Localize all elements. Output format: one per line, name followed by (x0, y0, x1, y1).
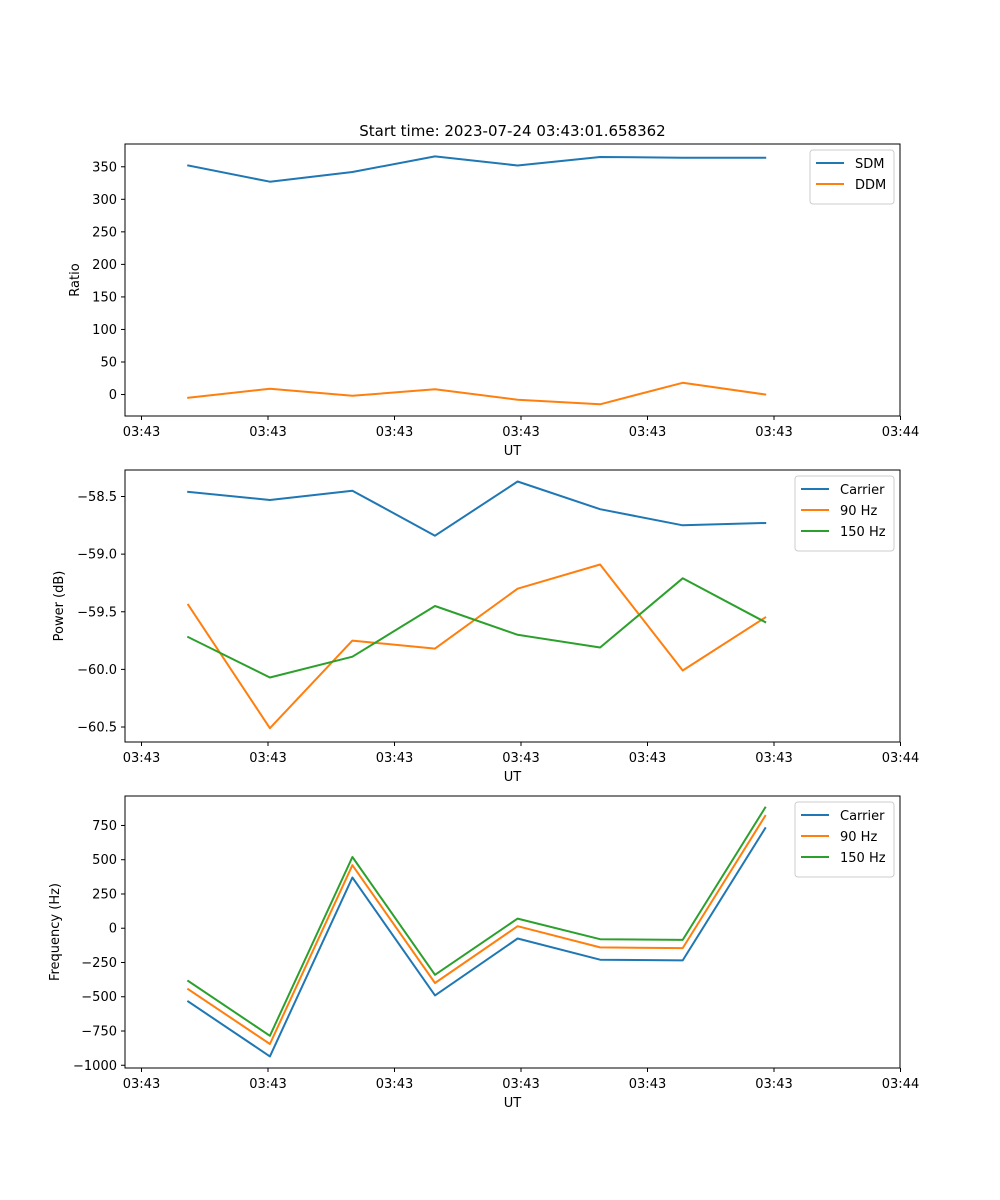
y-tick-label: 150 (92, 290, 117, 305)
x-tick-label: 03:43 (123, 425, 160, 440)
legend-label: 150 Hz (840, 525, 886, 540)
y-tick-label: −250 (81, 956, 117, 971)
legend-label: 90 Hz (840, 504, 877, 519)
x-tick-label: 03:43 (502, 751, 539, 766)
y-tick-label: −60.0 (77, 663, 117, 678)
y-tick-label: 200 (92, 258, 117, 273)
y-tick-label: −58.5 (77, 490, 117, 505)
y-tick-label: 250 (92, 225, 117, 240)
x-tick-label: 03:43 (249, 751, 286, 766)
legend-label: Carrier (840, 809, 885, 824)
x-tick-label: 03:43 (123, 1077, 160, 1092)
legend-label: 150 Hz (840, 851, 886, 866)
legend-box (794, 801, 895, 878)
y-tick-label: −1000 (73, 1059, 117, 1074)
y-tick-label: −60.5 (77, 721, 117, 736)
x-tick-label: 03:43 (123, 751, 160, 766)
x-tick-label: 03:43 (755, 425, 792, 440)
y-tick-label: 50 (100, 355, 117, 370)
series-line-90-hz (186, 563, 767, 730)
y-tick-label: 100 (92, 323, 117, 338)
x-tick-label: 03:43 (502, 1077, 539, 1092)
y-tick-label: 0 (109, 922, 117, 937)
legend-label: Carrier (840, 483, 885, 498)
panel-3: 03:43 03:43 03:43 03:43 03:43 03:43 03:44 −1000… (48, 795, 919, 1111)
x-tick-label: 03:43 (502, 425, 539, 440)
y-tick-label: 300 (92, 193, 117, 208)
y-tick-label: 350 (92, 160, 117, 175)
x-axis-label: UT (504, 444, 522, 459)
x-tick-label: 03:43 (249, 425, 286, 440)
y-tick-label: −59.0 (77, 548, 117, 563)
legend: SDM DDM (809, 149, 895, 205)
x-tick-label: 03:44 (882, 751, 919, 766)
y-tick-label: −500 (81, 990, 117, 1005)
panel-1: 03:43 03:43 03:43 03:43 03:43 03:43 03:44 0 50 10… (68, 143, 919, 459)
axes-frame (124, 469, 901, 743)
axes-frame (124, 795, 901, 1069)
series-line-sdm (187, 155, 767, 183)
legend-label: 90 Hz (840, 830, 877, 845)
y-axis-label: Frequency (Hz) (48, 883, 63, 981)
figure-title: Start time: 2023-07-24 03:43:01.658362 (359, 122, 665, 140)
x-axis-label: UT (504, 1096, 522, 1111)
series-line-ddm (187, 381, 767, 406)
x-tick-label: 03:43 (755, 1077, 792, 1092)
series-line-90-hz (186, 814, 767, 1045)
series-line-150-hz (186, 806, 767, 1037)
x-tick-label: 03:43 (249, 1077, 286, 1092)
x-tick-label: 03:43 (629, 751, 666, 766)
x-tick-label: 03:44 (882, 425, 919, 440)
panel-2: 03:43 03:43 03:43 03:43 03:43 03:43 03:44 −60.5… (52, 469, 919, 785)
series-line-carrier (187, 480, 767, 537)
y-axis-label: Power (dB) (52, 571, 67, 642)
y-tick-label: 0 (109, 388, 117, 403)
x-tick-label: 03:43 (629, 1077, 666, 1092)
x-axis-label: UT (504, 770, 522, 785)
y-tick-label: 250 (92, 887, 117, 902)
legend: Carrier 90 Hz 150 Hz (794, 801, 895, 878)
y-tick-label: −59.5 (77, 605, 117, 620)
y-tick-label: 500 (92, 853, 117, 868)
legend-box (794, 475, 895, 552)
axes-frame (124, 143, 901, 417)
x-tick-label: 03:43 (755, 751, 792, 766)
series-line-carrier (186, 826, 767, 1058)
legend-label: SDM (855, 157, 884, 172)
y-tick-label: 750 (92, 819, 117, 834)
x-tick-label: 03:44 (882, 1077, 919, 1092)
legend: Carrier 90 Hz 150 Hz (794, 475, 895, 552)
y-tick-label: −750 (81, 1025, 117, 1040)
legend-label: DDM (855, 178, 886, 193)
y-axis-label: Ratio (68, 263, 83, 296)
x-tick-label: 03:43 (376, 1077, 413, 1092)
series-line-150-hz (186, 577, 767, 679)
x-tick-label: 03:43 (376, 425, 413, 440)
x-tick-label: 03:43 (376, 751, 413, 766)
x-tick-label: 03:43 (629, 425, 666, 440)
